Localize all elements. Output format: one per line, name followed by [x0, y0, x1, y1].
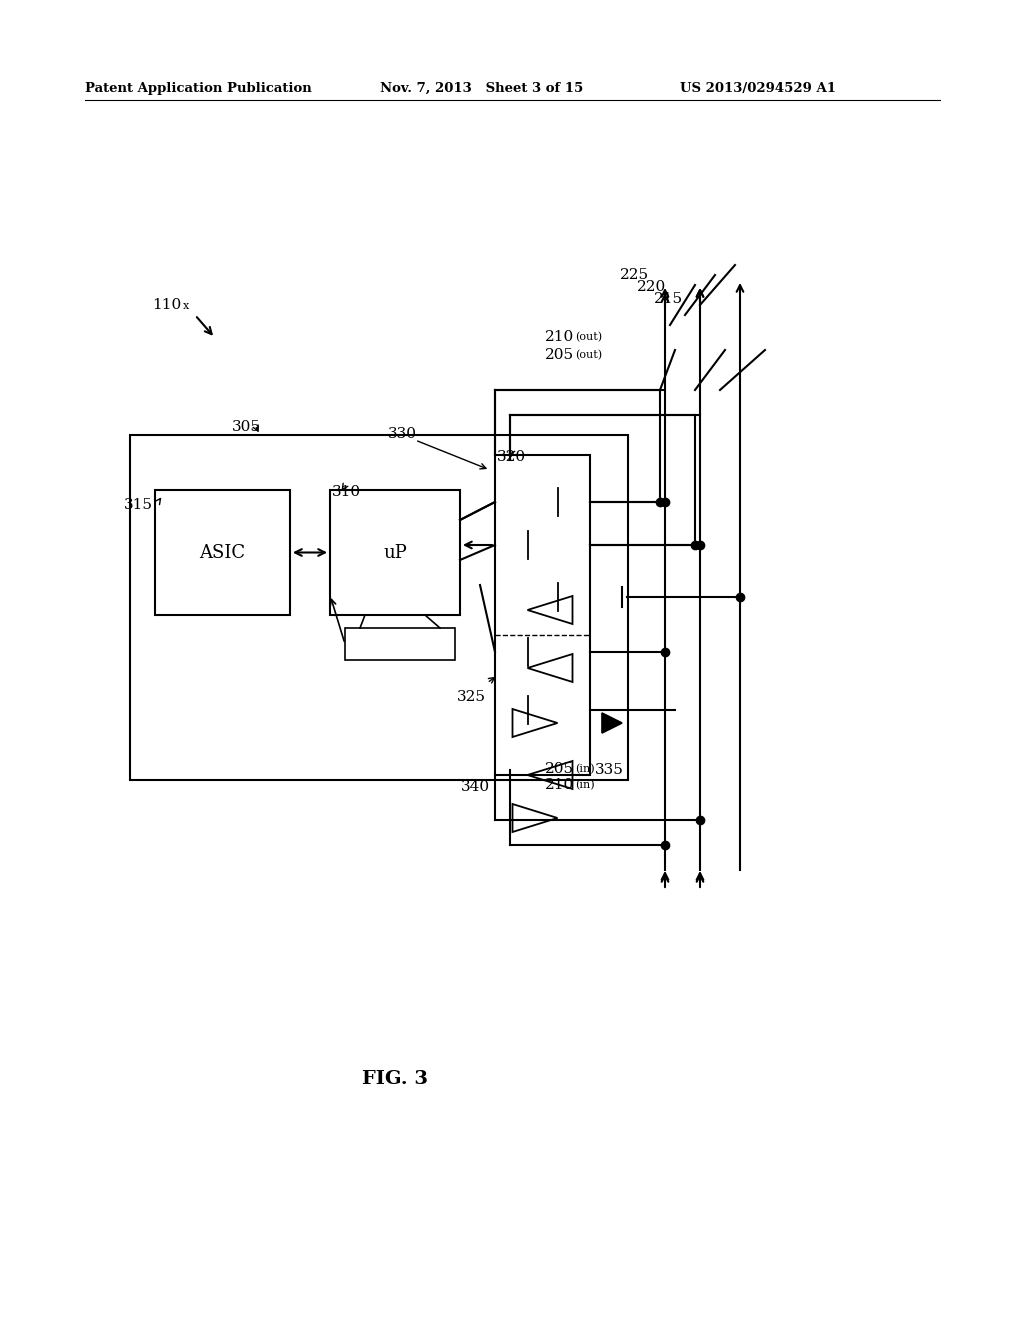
Bar	[130, 436, 628, 780]
Text: US 2013/0294529 A1: US 2013/0294529 A1	[680, 82, 836, 95]
Text: uP: uP	[383, 544, 407, 561]
Bar	[155, 490, 290, 615]
Text: 210: 210	[545, 777, 574, 792]
Text: 340: 340	[461, 780, 490, 795]
Text: ASIC: ASIC	[200, 544, 246, 561]
Text: 305: 305	[232, 420, 261, 434]
Text: 215: 215	[654, 292, 683, 306]
Text: Nov. 7, 2013   Sheet 3 of 15: Nov. 7, 2013 Sheet 3 of 15	[380, 82, 584, 95]
Text: 325: 325	[457, 690, 486, 704]
Text: (out): (out)	[575, 350, 602, 360]
Text: 310: 310	[332, 484, 361, 499]
Text: 335: 335	[595, 763, 624, 777]
Text: 225: 225	[620, 268, 649, 282]
Text: 330: 330	[388, 426, 417, 441]
Text: (in): (in)	[575, 780, 595, 791]
Text: 320: 320	[497, 450, 526, 465]
Bar	[345, 628, 455, 660]
Text: 205: 205	[545, 762, 574, 776]
Text: Patent Application Publication: Patent Application Publication	[85, 82, 311, 95]
Text: (in): (in)	[575, 764, 595, 775]
Text: (out): (out)	[575, 333, 602, 342]
Polygon shape	[602, 713, 622, 733]
Text: x: x	[183, 301, 189, 312]
Text: 220: 220	[637, 280, 667, 294]
Text: FIG. 3: FIG. 3	[362, 1071, 428, 1088]
Text: 205: 205	[545, 348, 574, 362]
Text: 110: 110	[152, 298, 181, 312]
Bar	[495, 455, 590, 775]
Bar	[330, 490, 460, 615]
Text: 315: 315	[124, 498, 153, 512]
Text: 210: 210	[545, 330, 574, 345]
